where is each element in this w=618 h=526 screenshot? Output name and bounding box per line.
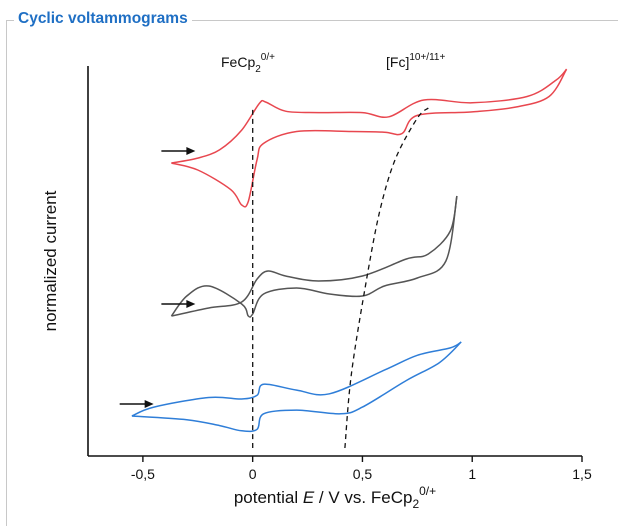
cv-trace-2-lower <box>170 195 458 318</box>
annotation-fecp2: FeCp20/+ <box>221 52 275 75</box>
annotation-fc: [Fc]10+/11+ <box>386 52 445 70</box>
voltammogram-curves <box>131 68 568 433</box>
cv-trace-3-lower <box>131 341 462 433</box>
guide-lines <box>252 107 429 449</box>
axes <box>87 66 582 457</box>
scan-arrow-head <box>186 147 196 155</box>
fc-line <box>344 107 429 449</box>
x-tick-label: -0,5 <box>131 466 155 482</box>
x-axis-label: potential E / V vs. FeCp20/+ <box>234 484 436 511</box>
x-tick-label: 0,5 <box>353 466 373 482</box>
panel-title: Cyclic voltammograms <box>14 9 192 29</box>
x-tick-label: 0 <box>249 466 257 482</box>
panel-frame-top <box>6 20 618 21</box>
panel-frame-left <box>6 20 7 526</box>
scan-arrow-head <box>186 300 196 308</box>
cv-trace-2-upper <box>171 195 458 317</box>
x-ticks: -0,5 0 0,5 1 1,5 <box>131 456 592 482</box>
cv-trace-1-lower <box>171 68 568 208</box>
scan-arrow-head <box>144 400 154 408</box>
x-tick-label: 1 <box>468 466 476 482</box>
cv-trace-3-upper <box>131 341 462 417</box>
cv-trace-1-upper <box>171 68 568 164</box>
x-tick-label: 1,5 <box>572 466 592 482</box>
scan-direction-arrows <box>119 147 196 408</box>
y-axis-label: normalized current <box>41 190 60 331</box>
